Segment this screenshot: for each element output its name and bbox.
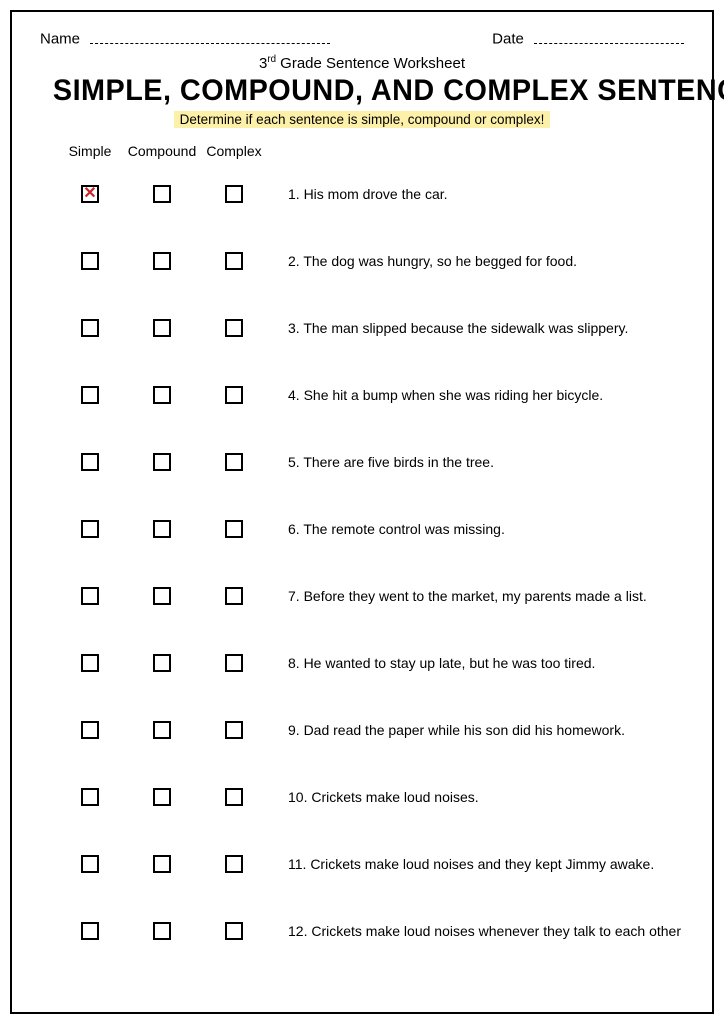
col-header-simple: Simple [54,143,126,159]
worksheet-subtitle: 3rd Grade Sentence Worksheet [40,54,684,72]
checkbox-complex[interactable] [225,386,243,404]
header-row: Name Date [40,30,684,48]
checkbox-simple[interactable] [81,922,99,940]
checkbox-compound[interactable] [153,587,171,605]
instruction-text: Determine if each sentence is simple, co… [174,111,551,128]
checkbox-compound[interactable] [153,453,171,471]
checkbox-simple[interactable]: ✕ [81,185,99,203]
checkbox-complex[interactable] [225,520,243,538]
checkbox-complex[interactable] [225,587,243,605]
checkbox-group [54,319,270,337]
checkbox-complex[interactable] [225,654,243,672]
col-header-compound: Compound [126,143,198,159]
checkbox-compound[interactable] [153,252,171,270]
sentence-text: 2. The dog was hungry, so he begged for … [288,253,684,269]
checkbox-complex[interactable] [225,319,243,337]
checkbox-compound[interactable] [153,721,171,739]
checkbox-group [54,721,270,739]
checkbox-group: ✕ [54,185,270,203]
question-row: 2. The dog was hungry, so he begged for … [40,228,684,295]
checkbox-complex[interactable] [225,721,243,739]
checkbox-compound[interactable] [153,788,171,806]
checkbox-simple[interactable] [81,319,99,337]
question-row: 5. There are five birds in the tree. [40,429,684,496]
sentence-text: 11. Crickets make loud noises and they k… [288,856,684,872]
checkbox-complex[interactable] [225,185,243,203]
checkbox-simple[interactable] [81,855,99,873]
question-rows: ✕ 1. His mom drove the car. 2. The dog was… [40,161,684,965]
instruction: Determine if each sentence is simple, co… [40,111,684,129]
checkbox-simple[interactable] [81,788,99,806]
checkbox-simple[interactable] [81,386,99,404]
checkbox-group [54,855,270,873]
question-row: 9. Dad read the paper while his son did … [40,697,684,764]
checkbox-group [54,252,270,270]
checkbox-compound[interactable] [153,922,171,940]
subtitle-sup: rd [267,54,276,65]
name-label: Name [40,31,80,48]
question-row: ✕ 1. His mom drove the car. [40,161,684,228]
sentence-text: 1. His mom drove the car. [288,186,684,202]
checkbox-complex[interactable] [225,855,243,873]
question-row: 4. She hit a bump when she was riding he… [40,362,684,429]
checkbox-complex[interactable] [225,453,243,471]
checkbox-simple[interactable] [81,587,99,605]
checkbox-simple[interactable] [81,252,99,270]
checkbox-compound[interactable] [153,654,171,672]
column-headers: Simple Compound Complex [54,143,684,159]
question-row: 3. The man slipped because the sidewalk … [40,295,684,362]
checkbox-compound[interactable] [153,185,171,203]
question-row: 11. Crickets make loud noises and they k… [40,831,684,898]
name-field[interactable]: Name [40,30,330,48]
question-row: 7. Before they went to the market, my pa… [40,563,684,630]
checkbox-group [54,520,270,538]
sentence-text: 6. The remote control was missing. [288,521,684,537]
col-header-complex: Complex [198,143,270,159]
checkbox-simple[interactable] [81,453,99,471]
sentence-text: 8. He wanted to stay up late, but he was… [288,655,684,671]
checkbox-complex[interactable] [225,788,243,806]
question-row: 12. Crickets make loud noises whenever t… [40,898,684,965]
checkbox-compound[interactable] [153,386,171,404]
checkbox-compound[interactable] [153,319,171,337]
sentence-text: 4. She hit a bump when she was riding he… [288,387,684,403]
checkbox-group [54,386,270,404]
sentence-text: 12. Crickets make loud noises whenever t… [288,923,684,939]
checkbox-compound[interactable] [153,855,171,873]
name-blank[interactable] [90,30,330,44]
checkbox-complex[interactable] [225,922,243,940]
sentence-text: 9. Dad read the paper while his son did … [288,722,684,738]
date-label: Date [492,31,524,48]
worksheet-title: SIMPLE, COMPOUND, AND COMPLEX SENTENCE [53,74,671,107]
checkbox-group [54,587,270,605]
checkbox-group [54,922,270,940]
sentence-text: 10. Crickets make loud noises. [288,789,684,805]
sentence-text: 7. Before they went to the market, my pa… [288,588,684,604]
worksheet-page: Name Date 3rd Grade Sentence Worksheet S… [10,10,714,1014]
checkbox-compound[interactable] [153,520,171,538]
question-row: 8. He wanted to stay up late, but he was… [40,630,684,697]
checkbox-group [54,453,270,471]
sentence-text: 5. There are five birds in the tree. [288,454,684,470]
question-row: 10. Crickets make loud noises. [40,764,684,831]
date-blank[interactable] [534,30,684,44]
checkbox-simple[interactable] [81,654,99,672]
subtitle-rest: Grade Sentence Worksheet [276,55,465,72]
checkbox-simple[interactable] [81,721,99,739]
checkbox-complex[interactable] [225,252,243,270]
date-field[interactable]: Date [492,30,684,48]
question-row: 6. The remote control was missing. [40,496,684,563]
checkbox-group [54,788,270,806]
checkbox-simple[interactable] [81,520,99,538]
checkbox-group [54,654,270,672]
sentence-text: 3. The man slipped because the sidewalk … [288,320,684,336]
